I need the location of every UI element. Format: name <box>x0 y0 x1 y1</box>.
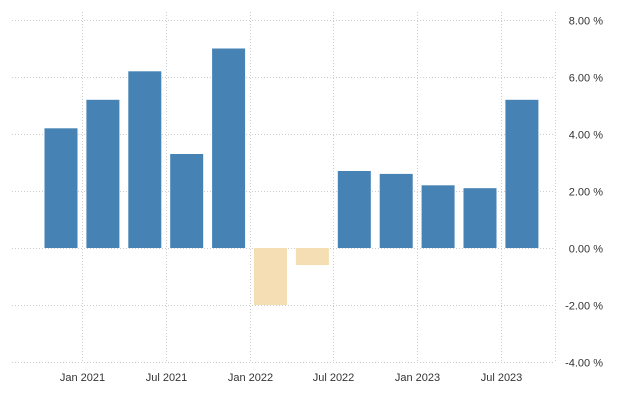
x-tick-label: Jul 2022 <box>313 372 355 384</box>
bar-2023-Q1[interactable] <box>421 185 455 248</box>
bar-2023-Q2[interactable] <box>463 188 497 248</box>
x-tick-label: Jan 2021 <box>60 372 105 384</box>
y-tick-label: -4.00 % <box>565 358 603 370</box>
bar-2023-Q3[interactable] <box>505 99 539 248</box>
y-tick-label: 4.00 % <box>569 130 603 142</box>
bar-2020-Q4[interactable] <box>44 128 78 248</box>
y-axis: 8.00 % 6.00 % 4.00 % 2.00 % 0.00 % -2.00 % -4.… <box>565 16 603 370</box>
x-tick-label: Jul 2023 <box>481 372 523 384</box>
bar-2021-Q3[interactable] <box>170 154 204 248</box>
bar-2022-Q4[interactable] <box>379 173 413 248</box>
y-tick-label: 6.00 % <box>569 73 603 85</box>
y-tick-label: 8.00 % <box>569 16 603 28</box>
bar-2022-Q2[interactable] <box>295 248 329 266</box>
x-tick-label: Jan 2022 <box>228 372 273 384</box>
y-tick-label: -2.00 % <box>565 301 603 313</box>
x-axis: Jan 2021 Jul 2021 Jan 2022 Jul 2022 Jan 2023… <box>60 372 522 384</box>
bar-2022-Q1[interactable] <box>254 248 287 305</box>
x-tick-label: Jan 2023 <box>395 372 440 384</box>
bar-2021-Q1[interactable] <box>86 99 120 248</box>
y-tick-label: 0.00 % <box>569 244 603 256</box>
bar-2021-Q4[interactable] <box>212 48 246 249</box>
bar-2022-Q3[interactable] <box>337 171 371 248</box>
x-tick-label: Jul 2021 <box>146 372 188 384</box>
bar-2021-Q2[interactable] <box>128 71 162 248</box>
bar-series <box>44 48 539 305</box>
y-tick-label: 2.00 % <box>569 187 603 199</box>
